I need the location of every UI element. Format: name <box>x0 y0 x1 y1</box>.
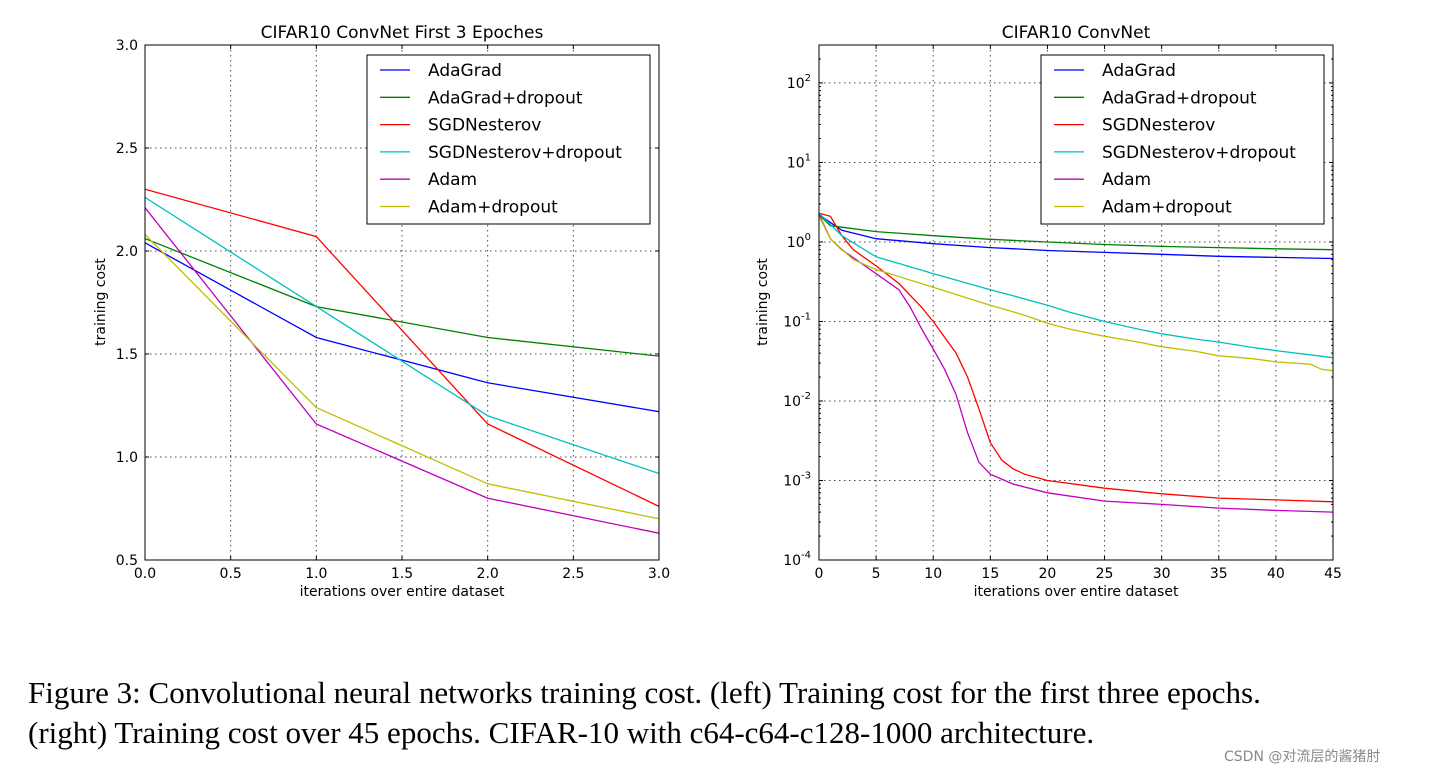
y-axis-label: training cost <box>755 258 771 346</box>
x-tick-label: 1.0 <box>305 566 327 582</box>
chart-title: CIFAR10 ConvNet <box>1002 23 1151 43</box>
legend-label: Adam+dropout <box>1102 198 1232 218</box>
x-tick-label: 35 <box>1210 566 1228 582</box>
y-tick-label: 1.0 <box>116 450 138 466</box>
series-line-sgdnesterov-dropout <box>819 212 1333 359</box>
series-line-sgdnesterov <box>145 188 659 507</box>
y-tick-label: 10-3 <box>783 470 811 489</box>
legend-label: SGDNesterov+dropout <box>428 143 622 163</box>
x-tick-label: 30 <box>1153 566 1171 582</box>
series-line-adagrad <box>819 214 1333 260</box>
x-tick-label: 2.0 <box>477 566 499 582</box>
legend-label: Adam <box>1102 170 1151 190</box>
x-tick-label: 15 <box>981 566 999 582</box>
legend-label: AdaGrad+dropout <box>428 88 583 108</box>
x-tick-label: 5 <box>872 566 881 582</box>
x-tick-label: 2.5 <box>562 566 584 582</box>
y-tick-label: 101 <box>787 152 811 171</box>
y-tick-label: 2.5 <box>116 141 138 157</box>
axes-frame <box>818 44 1334 561</box>
legend-label: AdaGrad+dropout <box>1102 88 1257 108</box>
x-tick-label: 0 <box>815 566 824 582</box>
x-axis-label: iterations over entire dataset <box>300 584 505 600</box>
series-line-adagrad-dropout <box>819 214 1333 251</box>
chart-right: 0 5 10 15 20 25 30 35 40 45 10-4 10-3 10-2 10-1 100 101… <box>755 23 1342 600</box>
legend-label: Adam+dropout <box>428 198 558 218</box>
legend-label: Adam <box>428 170 477 190</box>
legend-label: AdaGrad <box>1102 61 1176 81</box>
x-tick-label: 1.5 <box>391 566 413 582</box>
y-tick-label: 10-1 <box>783 311 811 330</box>
y-tick-label: 3.0 <box>116 38 138 54</box>
series-line-adam <box>819 214 1333 513</box>
caption-line-2: (right) Training cost over 45 epochs. CI… <box>28 715 1095 750</box>
y-tick-label: 2.0 <box>116 244 138 260</box>
y-tick-label: 10-4 <box>783 550 811 569</box>
series-line-adam-dropout <box>145 234 659 520</box>
legend-label: SGDNesterov <box>428 116 541 136</box>
x-tick-label: 20 <box>1039 566 1057 582</box>
series-line-adam <box>145 207 659 534</box>
x-tick-label: 10 <box>924 566 942 582</box>
caption-line-1: Figure 3: Convolutional neural networks … <box>28 675 1261 710</box>
x-tick-label: 25 <box>1096 566 1114 582</box>
series-line-adagrad-dropout <box>145 237 659 357</box>
watermark: CSDN @对流层的酱猪肘 <box>1224 749 1381 765</box>
x-tick-label: 45 <box>1324 566 1342 582</box>
series-line-sgdnesterov <box>819 212 1333 503</box>
legend-box <box>1040 54 1325 225</box>
legend-label: SGDNesterov+dropout <box>1102 143 1296 163</box>
legend-label: AdaGrad <box>428 61 502 81</box>
x-tick-label: 0.0 <box>134 566 156 582</box>
y-tick-label: 0.5 <box>116 553 138 569</box>
chart-title: CIFAR10 ConvNet First 3 Epoches <box>261 23 544 43</box>
y-axis-label: training cost <box>93 258 109 346</box>
x-tick-label: 3.0 <box>648 566 670 582</box>
chart-left: 0.0 0.5 1.0 1.5 2.0 2.5 3.00.51.01.52.02.53.0C… <box>93 23 670 600</box>
legend: AdaGrad AdaGrad+dropout SGDNesterov SGDNest… <box>366 54 651 225</box>
legend-box <box>366 54 651 225</box>
x-tick-label: 40 <box>1267 566 1285 582</box>
x-axis-label: iterations over entire dataset <box>974 584 1179 600</box>
x-tick-label: 0.5 <box>220 566 242 582</box>
series-line-sgdnesterov-dropout <box>145 196 659 475</box>
legend: AdaGrad AdaGrad+dropout SGDNesterov SGDNest… <box>1040 54 1325 225</box>
y-tick-label: 100 <box>787 232 811 251</box>
y-tick-label: 10-2 <box>783 391 811 410</box>
series-line-adagrad <box>145 242 659 413</box>
axes-frame <box>144 44 660 561</box>
legend-label: SGDNesterov <box>1102 116 1215 136</box>
y-tick-label: 1.5 <box>116 347 138 363</box>
series-line-adam-dropout <box>819 216 1333 372</box>
y-tick-label: 102 <box>787 73 811 92</box>
